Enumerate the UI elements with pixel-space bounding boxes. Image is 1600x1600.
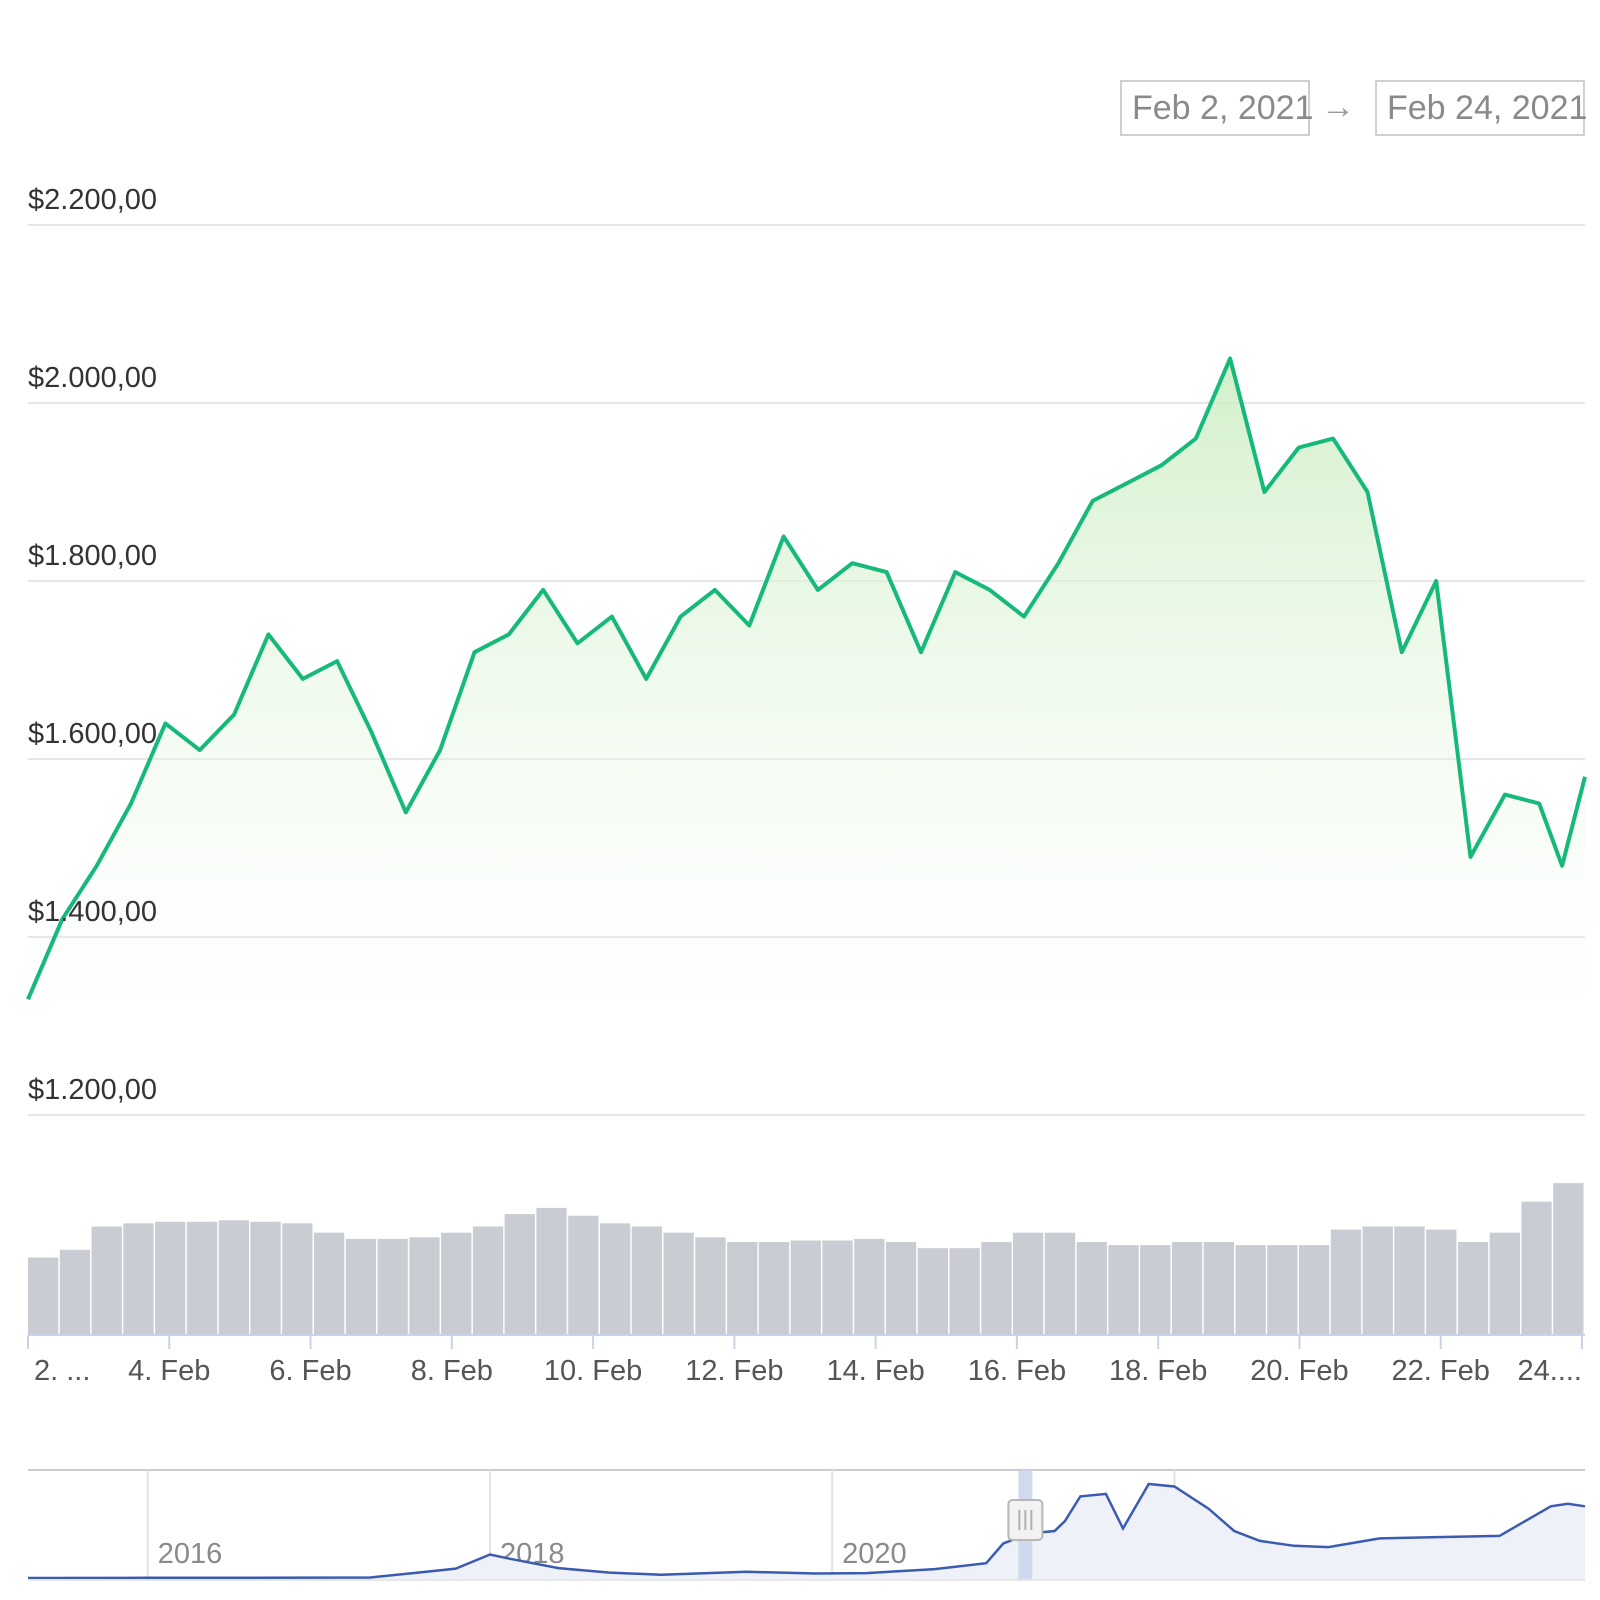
- x-tick-label: 14. Feb: [826, 1355, 924, 1387]
- price-line: [26, 356, 1587, 1001]
- volume-bar: [314, 1232, 345, 1335]
- volume-bar: [91, 1226, 122, 1335]
- volume-bar: [917, 1248, 948, 1335]
- volume-bar: [59, 1249, 91, 1336]
- volume-bar: [631, 1226, 662, 1335]
- volume-bar: [854, 1238, 885, 1335]
- volume-bar: [1267, 1245, 1298, 1335]
- navigator-area: [28, 1484, 1585, 1580]
- volume-bar: [822, 1240, 853, 1335]
- volume-bar: [1299, 1245, 1330, 1335]
- volume-bar: [1171, 1242, 1203, 1335]
- volume-bar: [1489, 1232, 1520, 1335]
- y-axis-labels: $2.200,00 $2.000,00 $1.800,00 $1.600,00 $1.4…: [28, 184, 157, 1106]
- x-tick-label: 24....: [1518, 1355, 1583, 1387]
- y-tick-label: $1.200,00: [28, 1074, 157, 1106]
- volume-bar: [472, 1226, 504, 1335]
- x-tick-label: 22. Feb: [1392, 1355, 1490, 1387]
- price-area-fill: [28, 358, 1585, 1115]
- y-tick-label: $1.800,00: [28, 540, 157, 572]
- volume-bar: [441, 1232, 472, 1335]
- volume-bar: [504, 1214, 535, 1335]
- volume-bar: [758, 1242, 790, 1335]
- x-tick-label: 10. Feb: [544, 1355, 642, 1387]
- volume-bar: [1013, 1232, 1044, 1335]
- y-tick-label: $2.200,00: [28, 184, 157, 216]
- range-to-input[interactable]: Feb 24, 2021: [1375, 80, 1587, 136]
- y-tick-label: $2.000,00: [28, 362, 157, 394]
- volume-bar: [1203, 1242, 1234, 1335]
- volume-bar: [663, 1232, 694, 1335]
- x-tick-label: 4. Feb: [128, 1355, 210, 1387]
- range-arrow-icon: →: [1321, 88, 1355, 126]
- volume-bar: [1140, 1245, 1171, 1335]
- volume-bar: [186, 1221, 218, 1335]
- volume-bar: [1076, 1242, 1107, 1335]
- x-tick-label: 8. Feb: [411, 1355, 493, 1387]
- price-area: [26, 356, 1587, 1115]
- volume-bar: [409, 1237, 440, 1335]
- x-tick-label: 6. Feb: [269, 1355, 351, 1387]
- volume-bar: [1235, 1245, 1266, 1335]
- navigator-tick-label: 2020: [842, 1538, 907, 1570]
- volume-bar: [790, 1240, 821, 1335]
- y-tick-label: $1.400,00: [28, 896, 157, 928]
- volume-bar: [218, 1220, 249, 1335]
- volume-bar: [695, 1237, 726, 1335]
- volume-bar: [1521, 1201, 1552, 1335]
- volume-bar: [282, 1223, 313, 1335]
- volume-bar: [1108, 1245, 1139, 1335]
- volume-bar: [568, 1215, 599, 1336]
- y-tick-label: $1.600,00: [28, 718, 157, 750]
- volume-bar: [885, 1242, 917, 1335]
- volume-bar: [155, 1221, 186, 1335]
- volume-bar: [727, 1242, 758, 1335]
- volume-bar: [1553, 1183, 1584, 1335]
- navigator: 2016201820202022: [27, 1469, 1586, 1581]
- range-from-input[interactable]: Feb 2, 2021: [1120, 80, 1313, 136]
- navigator-tick-label: 2016: [158, 1538, 223, 1570]
- volume-bar: [1362, 1226, 1393, 1335]
- volume-bar: [981, 1242, 1012, 1335]
- volume-bar: [123, 1223, 154, 1335]
- volume-bar: [1330, 1229, 1362, 1335]
- volume-bar: [600, 1223, 631, 1335]
- x-axis: 2. ... 4. Feb 6. Feb 8. Feb 10. Feb 12. Feb 14…: [27, 1334, 1585, 1387]
- volume-bar: [377, 1238, 408, 1335]
- volume-bar: [345, 1238, 377, 1335]
- volume-bar: [536, 1207, 567, 1335]
- x-tick-label: 16. Feb: [968, 1355, 1066, 1387]
- x-tick-label: 20. Feb: [1250, 1355, 1348, 1387]
- volume-bars: [28, 1183, 1584, 1336]
- volume-bar: [1426, 1229, 1457, 1335]
- volume-bar: [28, 1257, 59, 1335]
- x-tick-label: 12. Feb: [685, 1355, 783, 1387]
- volume-bar: [949, 1248, 980, 1335]
- volume-bar: [1457, 1242, 1489, 1335]
- volume-bar: [1394, 1226, 1425, 1335]
- x-tick-label: 18. Feb: [1109, 1355, 1207, 1387]
- x-tick-label: 2. ...: [34, 1355, 90, 1387]
- volume-bar: [250, 1221, 281, 1335]
- volume-bar: [1044, 1232, 1076, 1335]
